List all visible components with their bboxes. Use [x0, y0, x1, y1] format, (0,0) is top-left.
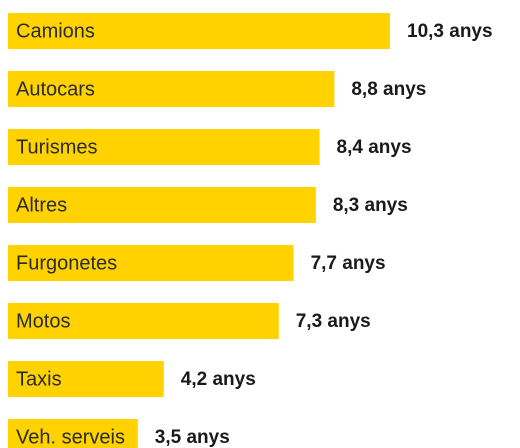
bar — [8, 13, 390, 49]
category-label: Veh. serveis — [16, 426, 125, 448]
value-label: 7,3 anys — [296, 311, 371, 332]
value-label: 8,4 anys — [337, 137, 412, 158]
value-label: 8,3 anys — [333, 195, 408, 216]
bar — [8, 419, 138, 448]
category-label: Altres — [16, 194, 67, 216]
value-label: 4,2 anys — [181, 369, 256, 390]
category-label: Taxis — [16, 368, 62, 390]
category-label: Motos — [16, 310, 70, 332]
value-label: 10,3 anys — [407, 21, 493, 42]
value-label: 7,7 anys — [311, 253, 386, 274]
bar — [8, 129, 320, 165]
category-label: Camions — [16, 20, 95, 42]
category-label: Autocars — [16, 78, 95, 100]
value-label: 3,5 anys — [155, 427, 230, 448]
bar — [8, 361, 164, 397]
value-label: 8,8 anys — [351, 79, 426, 100]
bar — [8, 303, 279, 339]
bar — [8, 71, 335, 107]
category-label: Furgonetes — [16, 252, 117, 274]
bar — [8, 187, 316, 223]
category-label: Turismes — [16, 136, 97, 158]
bar — [8, 245, 294, 281]
